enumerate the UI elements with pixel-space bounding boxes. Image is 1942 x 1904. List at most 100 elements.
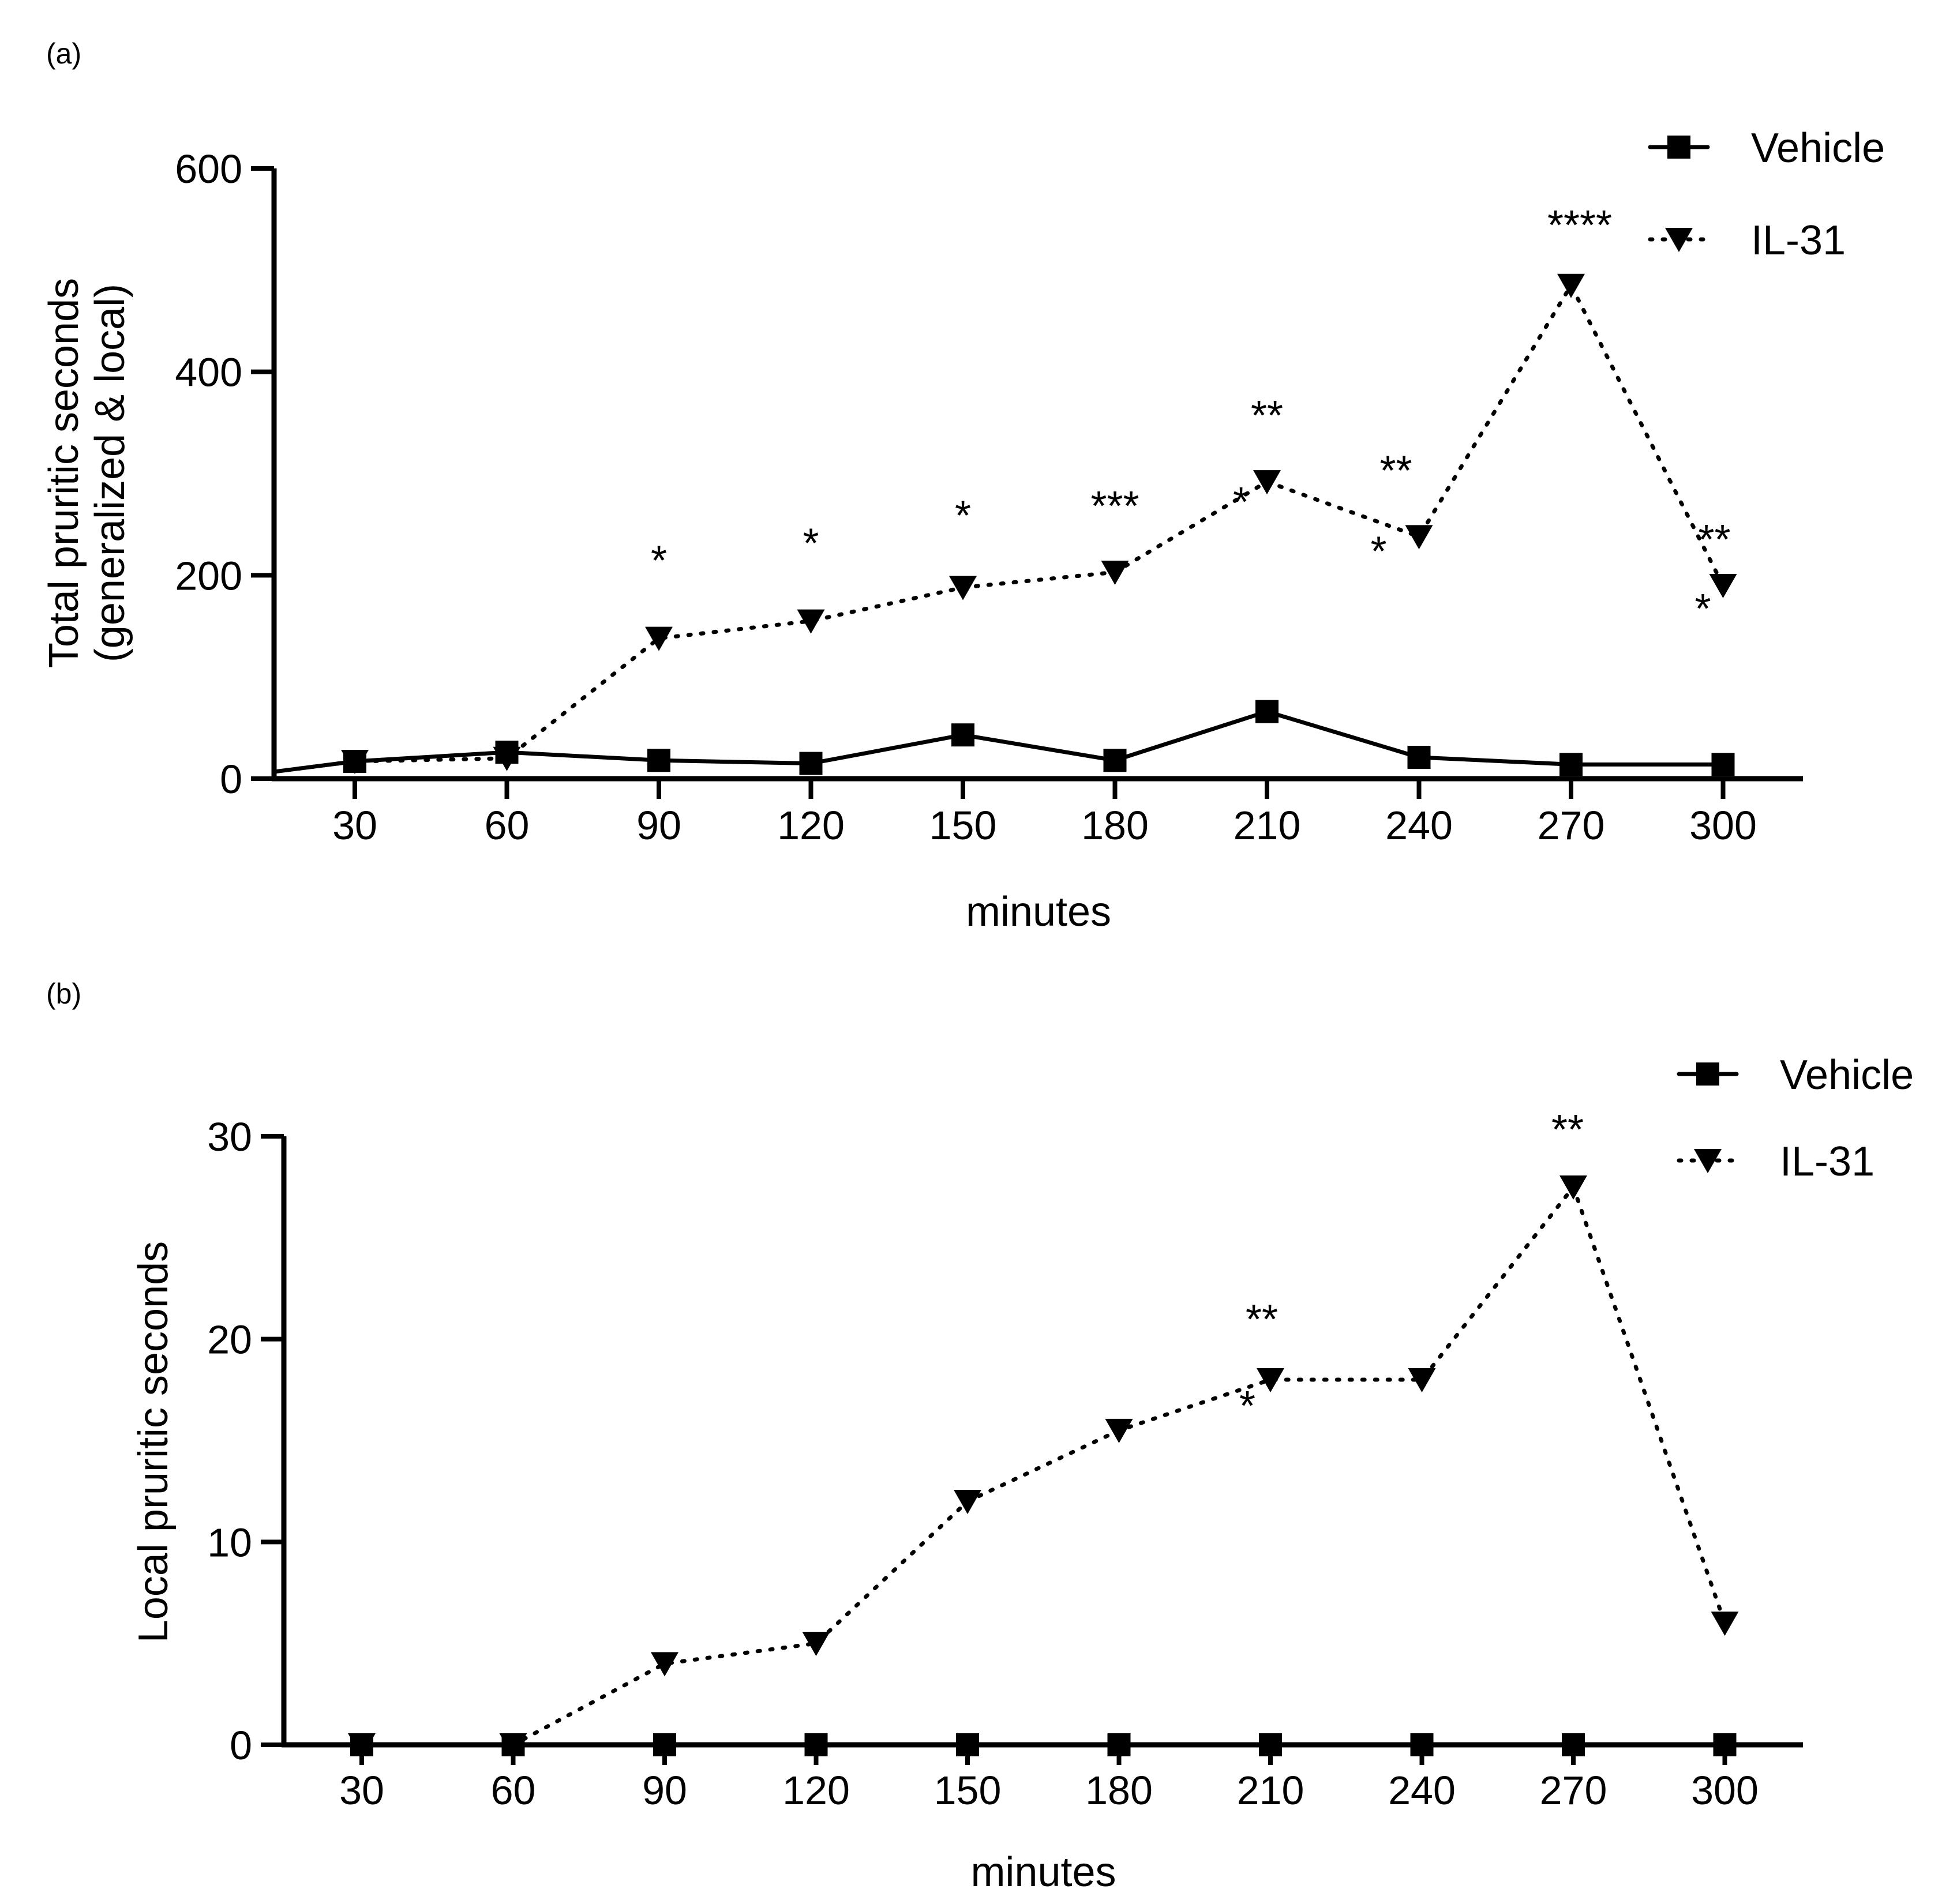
legend-label: Vehicle bbox=[1751, 125, 1885, 171]
data-point bbox=[1101, 561, 1129, 585]
data-point bbox=[1562, 1733, 1585, 1756]
data-point bbox=[1407, 745, 1431, 769]
y-tick-label: 30 bbox=[207, 1114, 252, 1159]
y-axis-label: Total pruritic seconds bbox=[41, 278, 87, 668]
legend-label: Vehicle bbox=[1780, 1052, 1914, 1098]
significance-label: ** bbox=[1698, 517, 1730, 563]
panel-label: (a) bbox=[46, 37, 81, 70]
data-point bbox=[956, 1733, 979, 1756]
legend-label: IL-31 bbox=[1780, 1139, 1874, 1185]
y-axis-label: (generalized & local) bbox=[87, 284, 133, 662]
y-tick-label: 600 bbox=[175, 147, 242, 191]
x-tick-label: 300 bbox=[1689, 803, 1757, 848]
series-line bbox=[272, 709, 1725, 774]
x-tick-label: 150 bbox=[929, 803, 997, 848]
data-point bbox=[1559, 753, 1583, 776]
legend: Vehicle IL-31 bbox=[1648, 125, 1885, 264]
series-il-31 bbox=[282, 1175, 1739, 1757]
data-point bbox=[1713, 1733, 1737, 1756]
data-point bbox=[1259, 1733, 1282, 1756]
data-point bbox=[647, 749, 670, 772]
y-tick-label: 20 bbox=[207, 1317, 252, 1362]
data-point bbox=[651, 1652, 678, 1677]
x-tick-label: 90 bbox=[642, 1768, 687, 1813]
chart-panel-b: (b) 0 10 20 30 30 60 90 120 150 180 210 240 270 300 min… bbox=[46, 978, 1914, 1895]
significance-label: * bbox=[955, 493, 971, 539]
x-tick-label: 180 bbox=[1085, 1768, 1153, 1813]
x-tick-label: 30 bbox=[332, 803, 377, 848]
significance-label: ** bbox=[1379, 448, 1412, 494]
x-tick-label: 60 bbox=[491, 1768, 536, 1813]
x-tick-label: 60 bbox=[485, 803, 530, 848]
x-tick-label: 240 bbox=[1385, 803, 1453, 848]
data-point bbox=[348, 1733, 376, 1757]
x-tick-label: 120 bbox=[777, 803, 845, 848]
significance-label: * bbox=[651, 538, 667, 584]
data-point bbox=[951, 723, 974, 747]
data-point bbox=[1105, 1418, 1133, 1443]
data-point bbox=[1253, 470, 1281, 495]
data-point bbox=[1408, 1368, 1436, 1392]
data-point bbox=[949, 576, 977, 600]
x-tick-label: 270 bbox=[1540, 1768, 1607, 1813]
data-point bbox=[493, 746, 521, 771]
data-point bbox=[1255, 700, 1279, 723]
significance-label: *** bbox=[1090, 483, 1139, 529]
data-point bbox=[954, 1490, 981, 1514]
y-tick-label: 0 bbox=[220, 757, 242, 802]
y-tick-label: 400 bbox=[175, 350, 242, 395]
y-tick-label: 10 bbox=[207, 1520, 252, 1565]
legend-marker bbox=[1665, 228, 1693, 252]
legend-marker bbox=[1667, 136, 1690, 159]
x-axis-label: minutes bbox=[970, 1849, 1116, 1895]
x-tick-label: 300 bbox=[1691, 1768, 1759, 1813]
series-line bbox=[272, 281, 1725, 774]
data-point bbox=[1410, 1733, 1434, 1756]
panel-label: (b) bbox=[46, 978, 81, 1010]
y-tick-label: 200 bbox=[175, 553, 242, 598]
data-point bbox=[1405, 525, 1433, 550]
significance-label: * bbox=[1239, 1383, 1255, 1429]
data-point bbox=[499, 1733, 527, 1757]
x-tick-label: 210 bbox=[1234, 803, 1301, 848]
series-il-31 bbox=[272, 273, 1737, 775]
x-tick-label: 240 bbox=[1388, 1768, 1456, 1813]
significance-label: ** bbox=[1551, 1107, 1584, 1153]
x-tick-label: 270 bbox=[1538, 803, 1605, 848]
x-tick-label: 30 bbox=[339, 1768, 384, 1813]
data-point bbox=[1711, 1612, 1739, 1636]
data-point bbox=[802, 1632, 830, 1657]
significance-label: * bbox=[1694, 586, 1711, 632]
x-tick-label: 90 bbox=[636, 803, 681, 848]
series-vehicle bbox=[272, 700, 1735, 776]
y-axis-label: Local pruritic seconds bbox=[130, 1241, 177, 1643]
significance-label: **** bbox=[1547, 202, 1612, 249]
data-point bbox=[1559, 1175, 1587, 1200]
data-point bbox=[797, 609, 825, 634]
x-tick-label: 150 bbox=[934, 1768, 1002, 1813]
legend-marker bbox=[1694, 1149, 1722, 1173]
legend: Vehicle IL-31 bbox=[1677, 1052, 1914, 1185]
x-tick-label: 180 bbox=[1081, 803, 1149, 848]
legend-marker bbox=[1696, 1062, 1719, 1086]
data-point bbox=[1557, 273, 1585, 298]
series-line bbox=[282, 1182, 1727, 1747]
x-tick-label: 210 bbox=[1237, 1768, 1304, 1813]
data-point bbox=[1711, 753, 1735, 776]
significance-label: * bbox=[803, 521, 819, 567]
x-tick-label: 120 bbox=[782, 1768, 850, 1813]
chart-panel-a: (a) 0 200 400 600 30 60 90 120 150 180 210 240 270 300… bbox=[41, 37, 1885, 935]
significance-label: ** bbox=[1246, 1297, 1278, 1343]
significance-label: ** bbox=[1251, 393, 1283, 439]
significance-label: * bbox=[1370, 528, 1386, 574]
y-tick-label: 0 bbox=[230, 1723, 252, 1768]
x-axis-label: minutes bbox=[966, 889, 1111, 935]
data-point bbox=[653, 1733, 676, 1756]
legend-label: IL-31 bbox=[1751, 217, 1846, 264]
data-point bbox=[1107, 1733, 1131, 1756]
significance-label: * bbox=[1233, 479, 1249, 525]
data-point bbox=[1103, 749, 1127, 772]
data-point bbox=[341, 750, 369, 775]
data-point bbox=[1257, 1368, 1284, 1392]
